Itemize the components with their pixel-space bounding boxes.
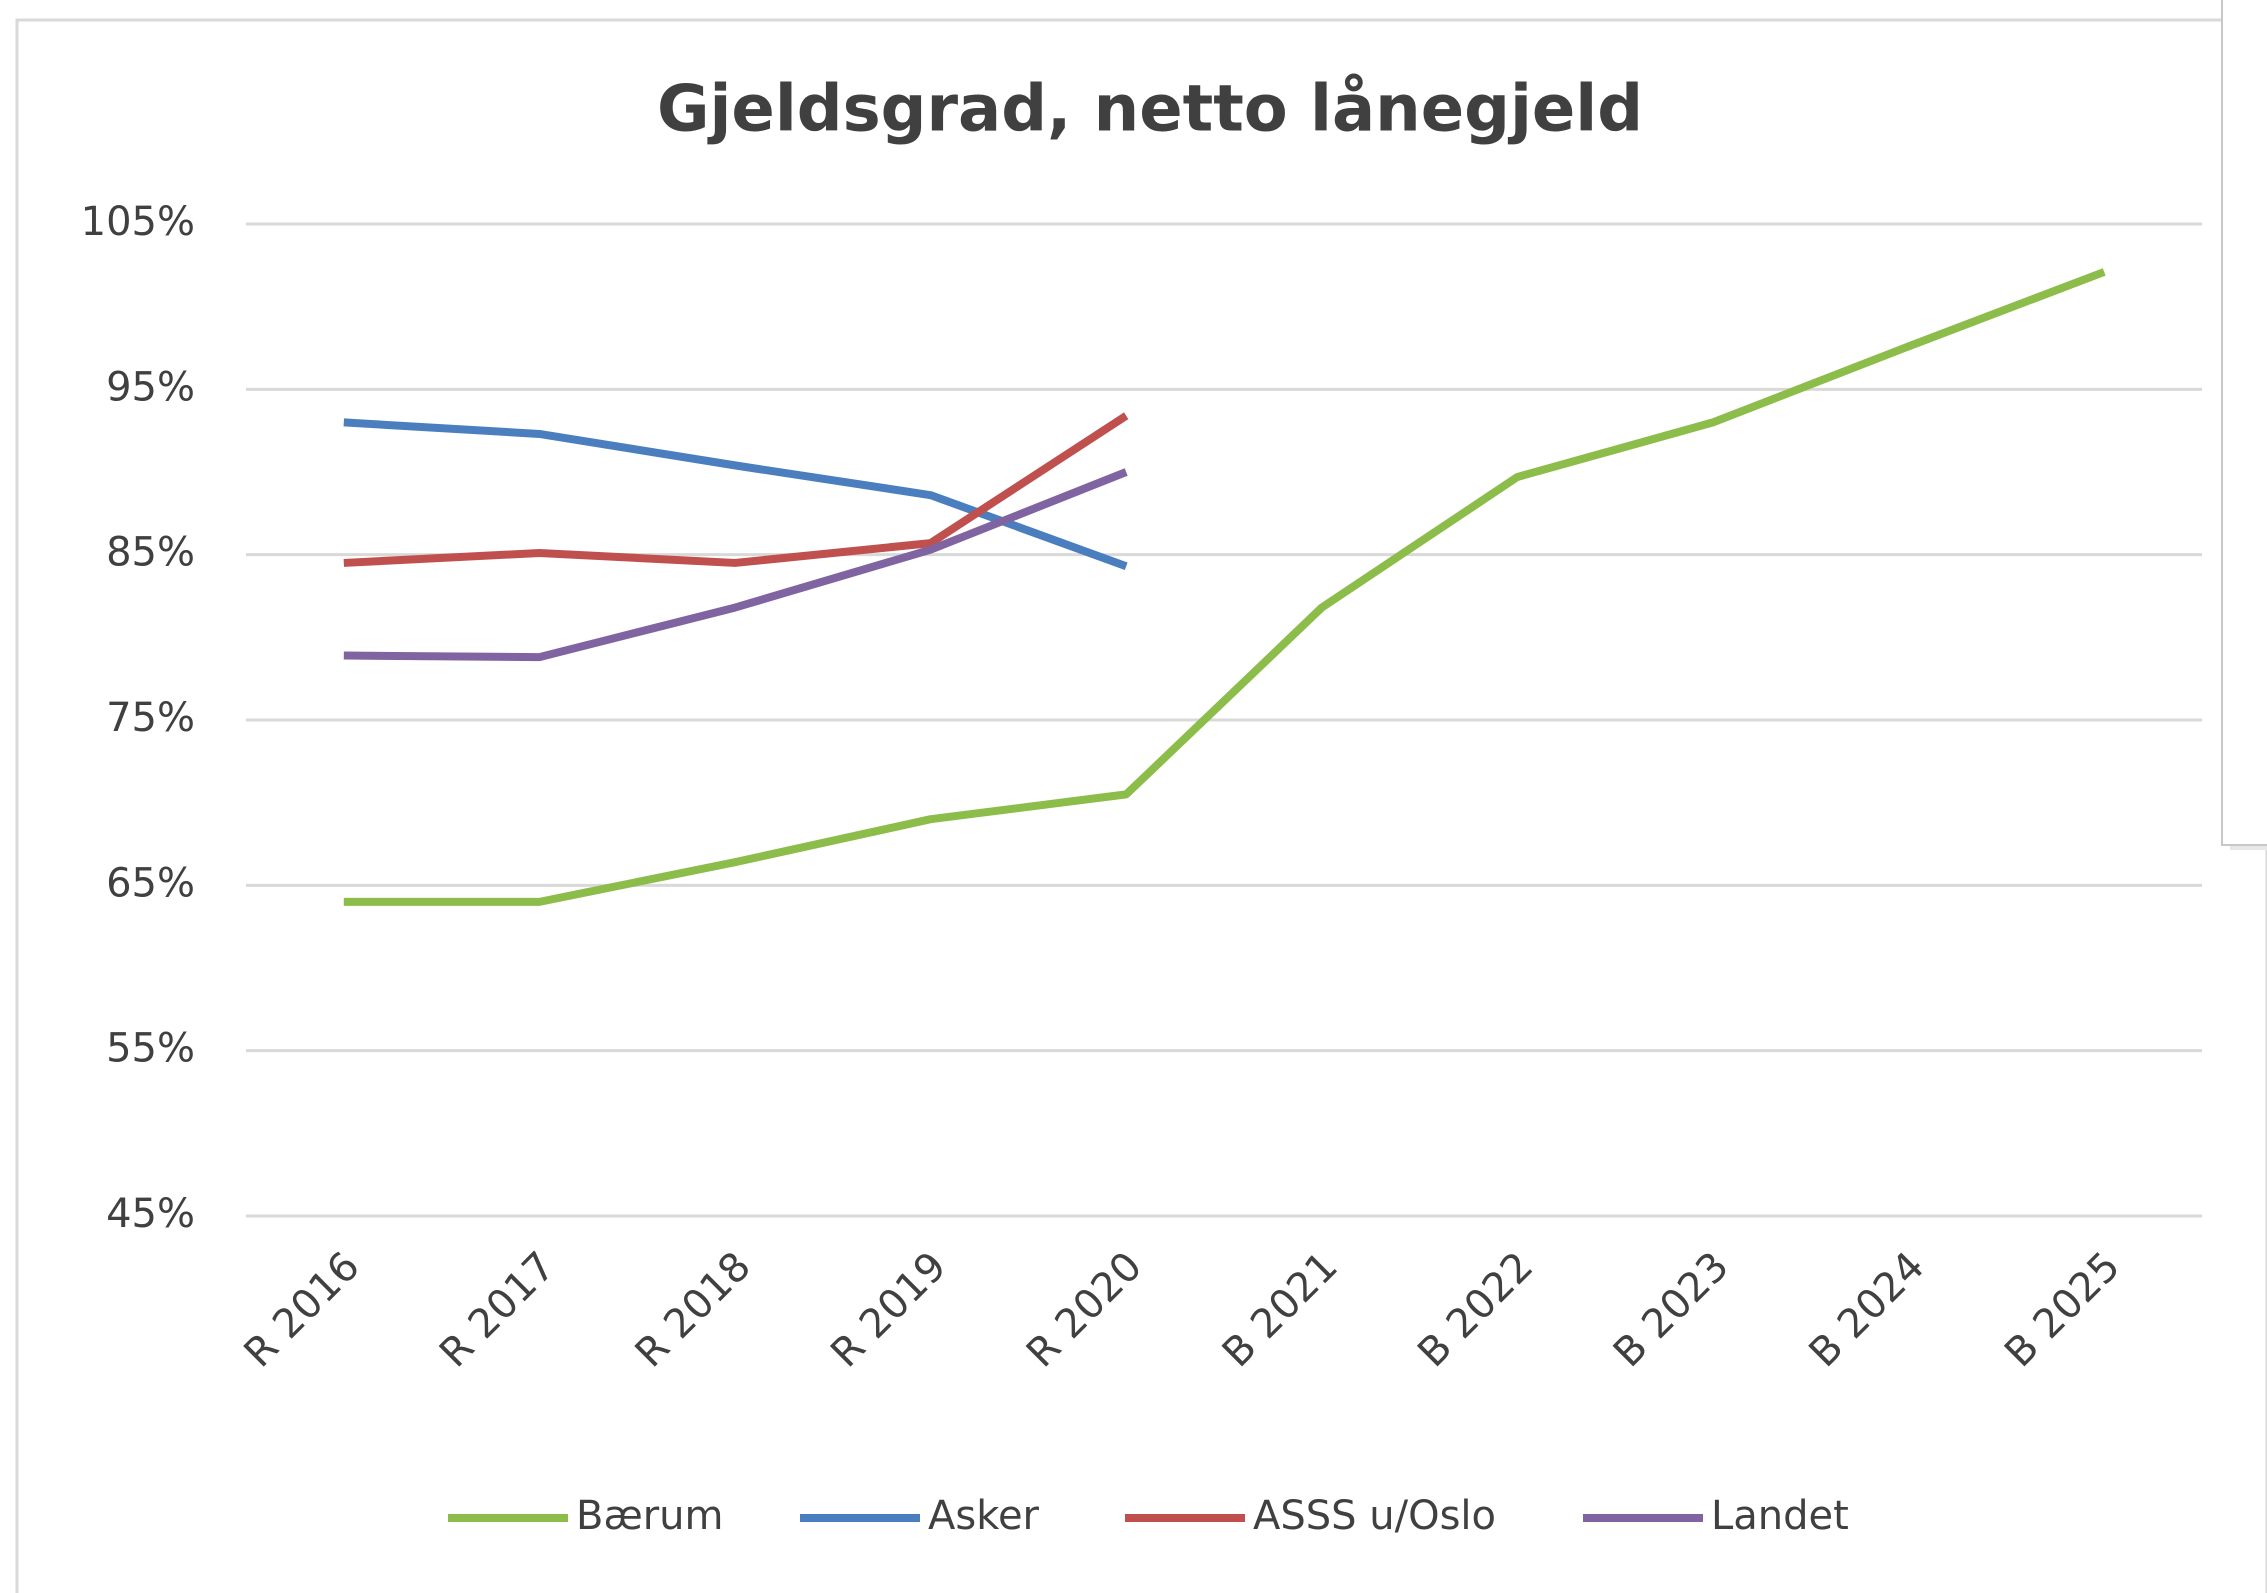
chart-border	[15, 18, 2267, 1593]
series-line	[343, 268, 2106, 906]
y-tick-label: 95%	[106, 364, 195, 410]
overlapping-panel	[2221, 0, 2267, 846]
legend-label: ASSS u/Oslo	[1253, 1493, 1496, 1539]
series-line	[343, 468, 1128, 662]
series-line	[343, 418, 1128, 570]
y-tick-label: 55%	[106, 1026, 195, 1072]
series-line	[343, 412, 1129, 567]
legend-label: Landet	[1711, 1493, 1849, 1539]
y-tick-label: 85%	[106, 530, 195, 576]
y-tick-label: 105%	[81, 199, 195, 245]
y-tick-label: 45%	[106, 1191, 195, 1237]
y-tick-label: 75%	[106, 695, 195, 741]
y-tick-label: 65%	[106, 860, 195, 906]
chart-title: Gjeldsgrad, netto lånegjeld	[657, 73, 1643, 147]
legend-label: Bærum	[576, 1493, 723, 1539]
legend-label: Asker	[928, 1493, 1040, 1539]
